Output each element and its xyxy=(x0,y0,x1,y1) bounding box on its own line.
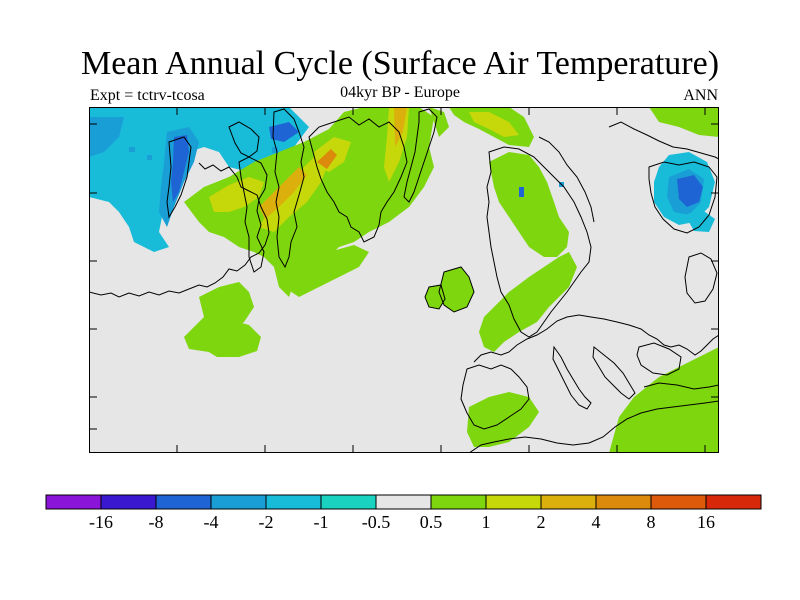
colorbar-box xyxy=(485,494,542,510)
coastline-caspian xyxy=(684,252,718,304)
colorbar-box xyxy=(375,494,432,510)
anomaly-region-green-central-europe xyxy=(479,252,577,352)
coastline-italy xyxy=(552,345,592,410)
coastline-canada-arctic xyxy=(238,156,268,273)
anomaly-region-cyan-west xyxy=(89,107,309,252)
anomaly-region-blue-east-core xyxy=(677,175,703,207)
anomaly-spot xyxy=(129,147,135,152)
anomaly-region-blue-greenland xyxy=(171,135,189,202)
anomaly-region-green-arctic-east xyxy=(649,107,719,137)
colorbar-box xyxy=(265,494,322,510)
coastline-greenland xyxy=(166,136,192,219)
anomaly-region-yellow-greenland-ridge xyxy=(259,167,307,219)
coastline-novaya-zemlya xyxy=(648,161,718,234)
colorbar-label: -4 xyxy=(204,512,219,532)
coastline-scandinavia-east xyxy=(538,136,595,223)
map-title: Mean Annual Cycle (Surface Air Temperatu… xyxy=(80,45,720,82)
colorbar-label: 8 xyxy=(647,512,656,532)
colorbar-box xyxy=(155,494,212,510)
anomaly-region-orange-baffin-core xyxy=(317,149,337,169)
anomaly-region-yellow-north-strip-core xyxy=(469,112,519,137)
anomaly-region-green-labrador-sea xyxy=(284,245,369,297)
map-border xyxy=(89,107,719,453)
experiment-label: Expt = tctrv-tcosa xyxy=(90,87,205,104)
season-label: ANN xyxy=(683,87,718,104)
coastline-greenland-main xyxy=(308,116,408,243)
period-region-label: 04kyr BP - Europe xyxy=(340,84,460,101)
anomaly-region-green-ireland xyxy=(425,285,445,309)
coastlines xyxy=(89,108,719,453)
anomaly-region-blue-baffin xyxy=(269,122,299,142)
anomaly-region-lightblue-west xyxy=(89,117,124,157)
coastline-europe-main xyxy=(473,314,719,363)
anomaly-spot xyxy=(147,155,152,160)
colorbar-label: -1 xyxy=(314,512,329,532)
colorbar-box xyxy=(540,494,597,510)
coastline-baffin xyxy=(228,121,260,158)
colorbar-box xyxy=(650,494,707,510)
colorbar-box xyxy=(705,494,762,510)
colorbar-box xyxy=(320,494,377,510)
anomaly-region-orange-svalbard-core xyxy=(394,107,407,147)
coastline-balkans xyxy=(592,346,636,400)
colorbar-box xyxy=(210,494,267,510)
colorbar-box xyxy=(100,494,157,510)
colorbar-box xyxy=(595,494,652,510)
coastline-ireland xyxy=(424,284,446,310)
colorbar-label: 4 xyxy=(592,512,601,532)
coastline-black-sea xyxy=(636,342,682,376)
colorbar-label: 2 xyxy=(537,512,546,532)
anomaly-region-green-british-isles xyxy=(439,267,474,312)
colorbar-labels: -16 -8 -4 -2 -1 -0.5 0.5 1 2 4 8 16 xyxy=(89,512,715,532)
coastline-svalbard xyxy=(403,108,438,203)
colorbar-label: 0.5 xyxy=(420,512,443,532)
anomaly-region-green-scandinavia xyxy=(489,152,569,257)
coastline-british-isles xyxy=(438,266,475,313)
colorbar-label: -16 xyxy=(89,512,113,532)
coastline-anatolia xyxy=(643,382,719,390)
colorbar-label: 1 xyxy=(482,512,491,532)
map-frame xyxy=(89,107,719,453)
coastline-scandinavia xyxy=(486,146,592,338)
anomaly-region-green-greenland-sea xyxy=(327,137,424,232)
colorbar-box xyxy=(45,494,102,510)
coastline-labrador xyxy=(89,162,270,298)
anomaly-spot xyxy=(272,147,278,153)
colorbar-label: 16 xyxy=(697,512,715,532)
anomaly-region-cyan-east-arm xyxy=(685,209,715,232)
temperature-anomaly-map xyxy=(89,107,719,453)
colorbar-box xyxy=(430,494,487,510)
coastline-greenland-east xyxy=(272,108,305,269)
colorbar-label: -0.5 xyxy=(362,512,391,532)
anomaly-region-green-iberia xyxy=(467,392,539,447)
colorbar-label: -8 xyxy=(149,512,164,532)
anomaly-region-green-azores xyxy=(201,319,261,357)
anomaly-region-yellow-greenland-core xyxy=(209,177,264,212)
coastline-arctic-russia xyxy=(608,121,719,160)
colorbar-label: -2 xyxy=(259,512,274,532)
coastline-north-africa xyxy=(468,400,719,453)
anomaly-region-green-southeast xyxy=(609,347,719,453)
colorbar-boxes xyxy=(45,494,762,510)
anomaly-spot xyxy=(519,187,524,197)
coastline-iberia xyxy=(460,364,530,430)
